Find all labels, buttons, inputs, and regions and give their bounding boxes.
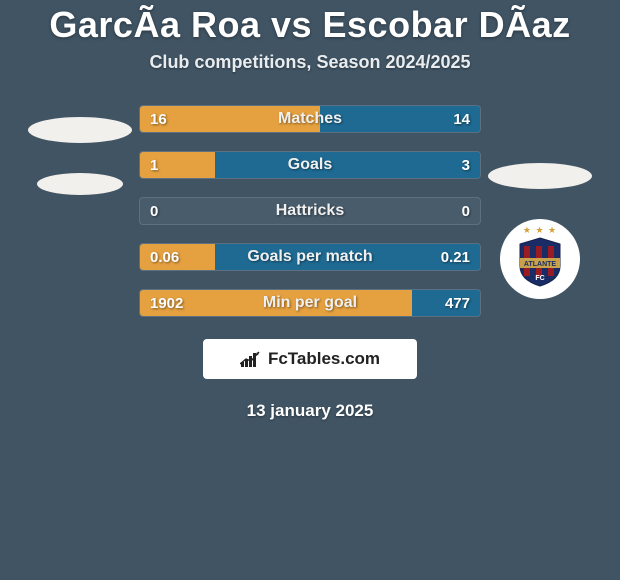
crest-stars-icon: ★ ★ ★ xyxy=(523,225,557,236)
metric-label: Hattricks xyxy=(200,202,420,220)
metric-value-left: 0 xyxy=(140,203,200,220)
generation-date: 13 january 2025 xyxy=(0,401,620,421)
player-left-side xyxy=(21,105,139,195)
metric-value-right: 477 xyxy=(420,295,480,312)
metric-value-right: 14 xyxy=(420,111,480,128)
metric-bar: 1902Min per goal477 xyxy=(139,289,481,317)
metric-bar: 0.06Goals per match0.21 xyxy=(139,243,481,271)
metric-bar: 1Goals3 xyxy=(139,151,481,179)
metric-bars: 16Matches14 1Goals3 0Hattricks0 0.06Goals p… xyxy=(139,105,481,317)
crest-text: ATLANTE xyxy=(524,261,556,268)
club-crest-placeholder-icon xyxy=(37,173,123,195)
metric-label: Goals per match xyxy=(200,248,420,266)
metric-label: Min per goal xyxy=(200,294,420,312)
source-brand-text: FcTables.com xyxy=(268,349,380,369)
metric-value-left: 1902 xyxy=(140,295,200,312)
metric-value-right: 0 xyxy=(420,203,480,220)
metric-value-left: 0.06 xyxy=(140,249,200,266)
page-subtitle: Club competitions, Season 2024/2025 xyxy=(0,52,620,73)
metric-value-left: 1 xyxy=(140,157,200,174)
metric-label: Matches xyxy=(200,110,420,128)
metric-value-right: 3 xyxy=(420,157,480,174)
metric-bar: 16Matches14 xyxy=(139,105,481,133)
source-brand: FcTables.com xyxy=(203,339,417,379)
metric-value-left: 16 xyxy=(140,111,200,128)
metric-bar: 0Hattricks0 xyxy=(139,197,481,225)
club-crest-atlante-icon: ★ ★ ★ ATLANTE FC xyxy=(500,219,580,299)
page-title: GarcÃ­a Roa vs Escobar DÃ­az xyxy=(0,4,620,46)
player-avatar-placeholder-icon xyxy=(28,117,132,143)
bar-chart-icon xyxy=(240,350,262,368)
comparison-card: GarcÃ­a Roa vs Escobar DÃ­az Club compet… xyxy=(0,0,620,421)
comparison-row: 16Matches14 1Goals3 0Hattricks0 0.06Goals p… xyxy=(0,105,620,317)
crest-sub: FC xyxy=(535,275,544,282)
player-right-side: ★ ★ ★ ATLANTE FC xyxy=(481,105,599,299)
metric-value-right: 0.21 xyxy=(420,249,480,266)
crest-shield-icon: ATLANTE FC xyxy=(516,236,564,288)
metric-label: Goals xyxy=(200,156,420,174)
player-avatar-placeholder-icon xyxy=(488,163,592,189)
